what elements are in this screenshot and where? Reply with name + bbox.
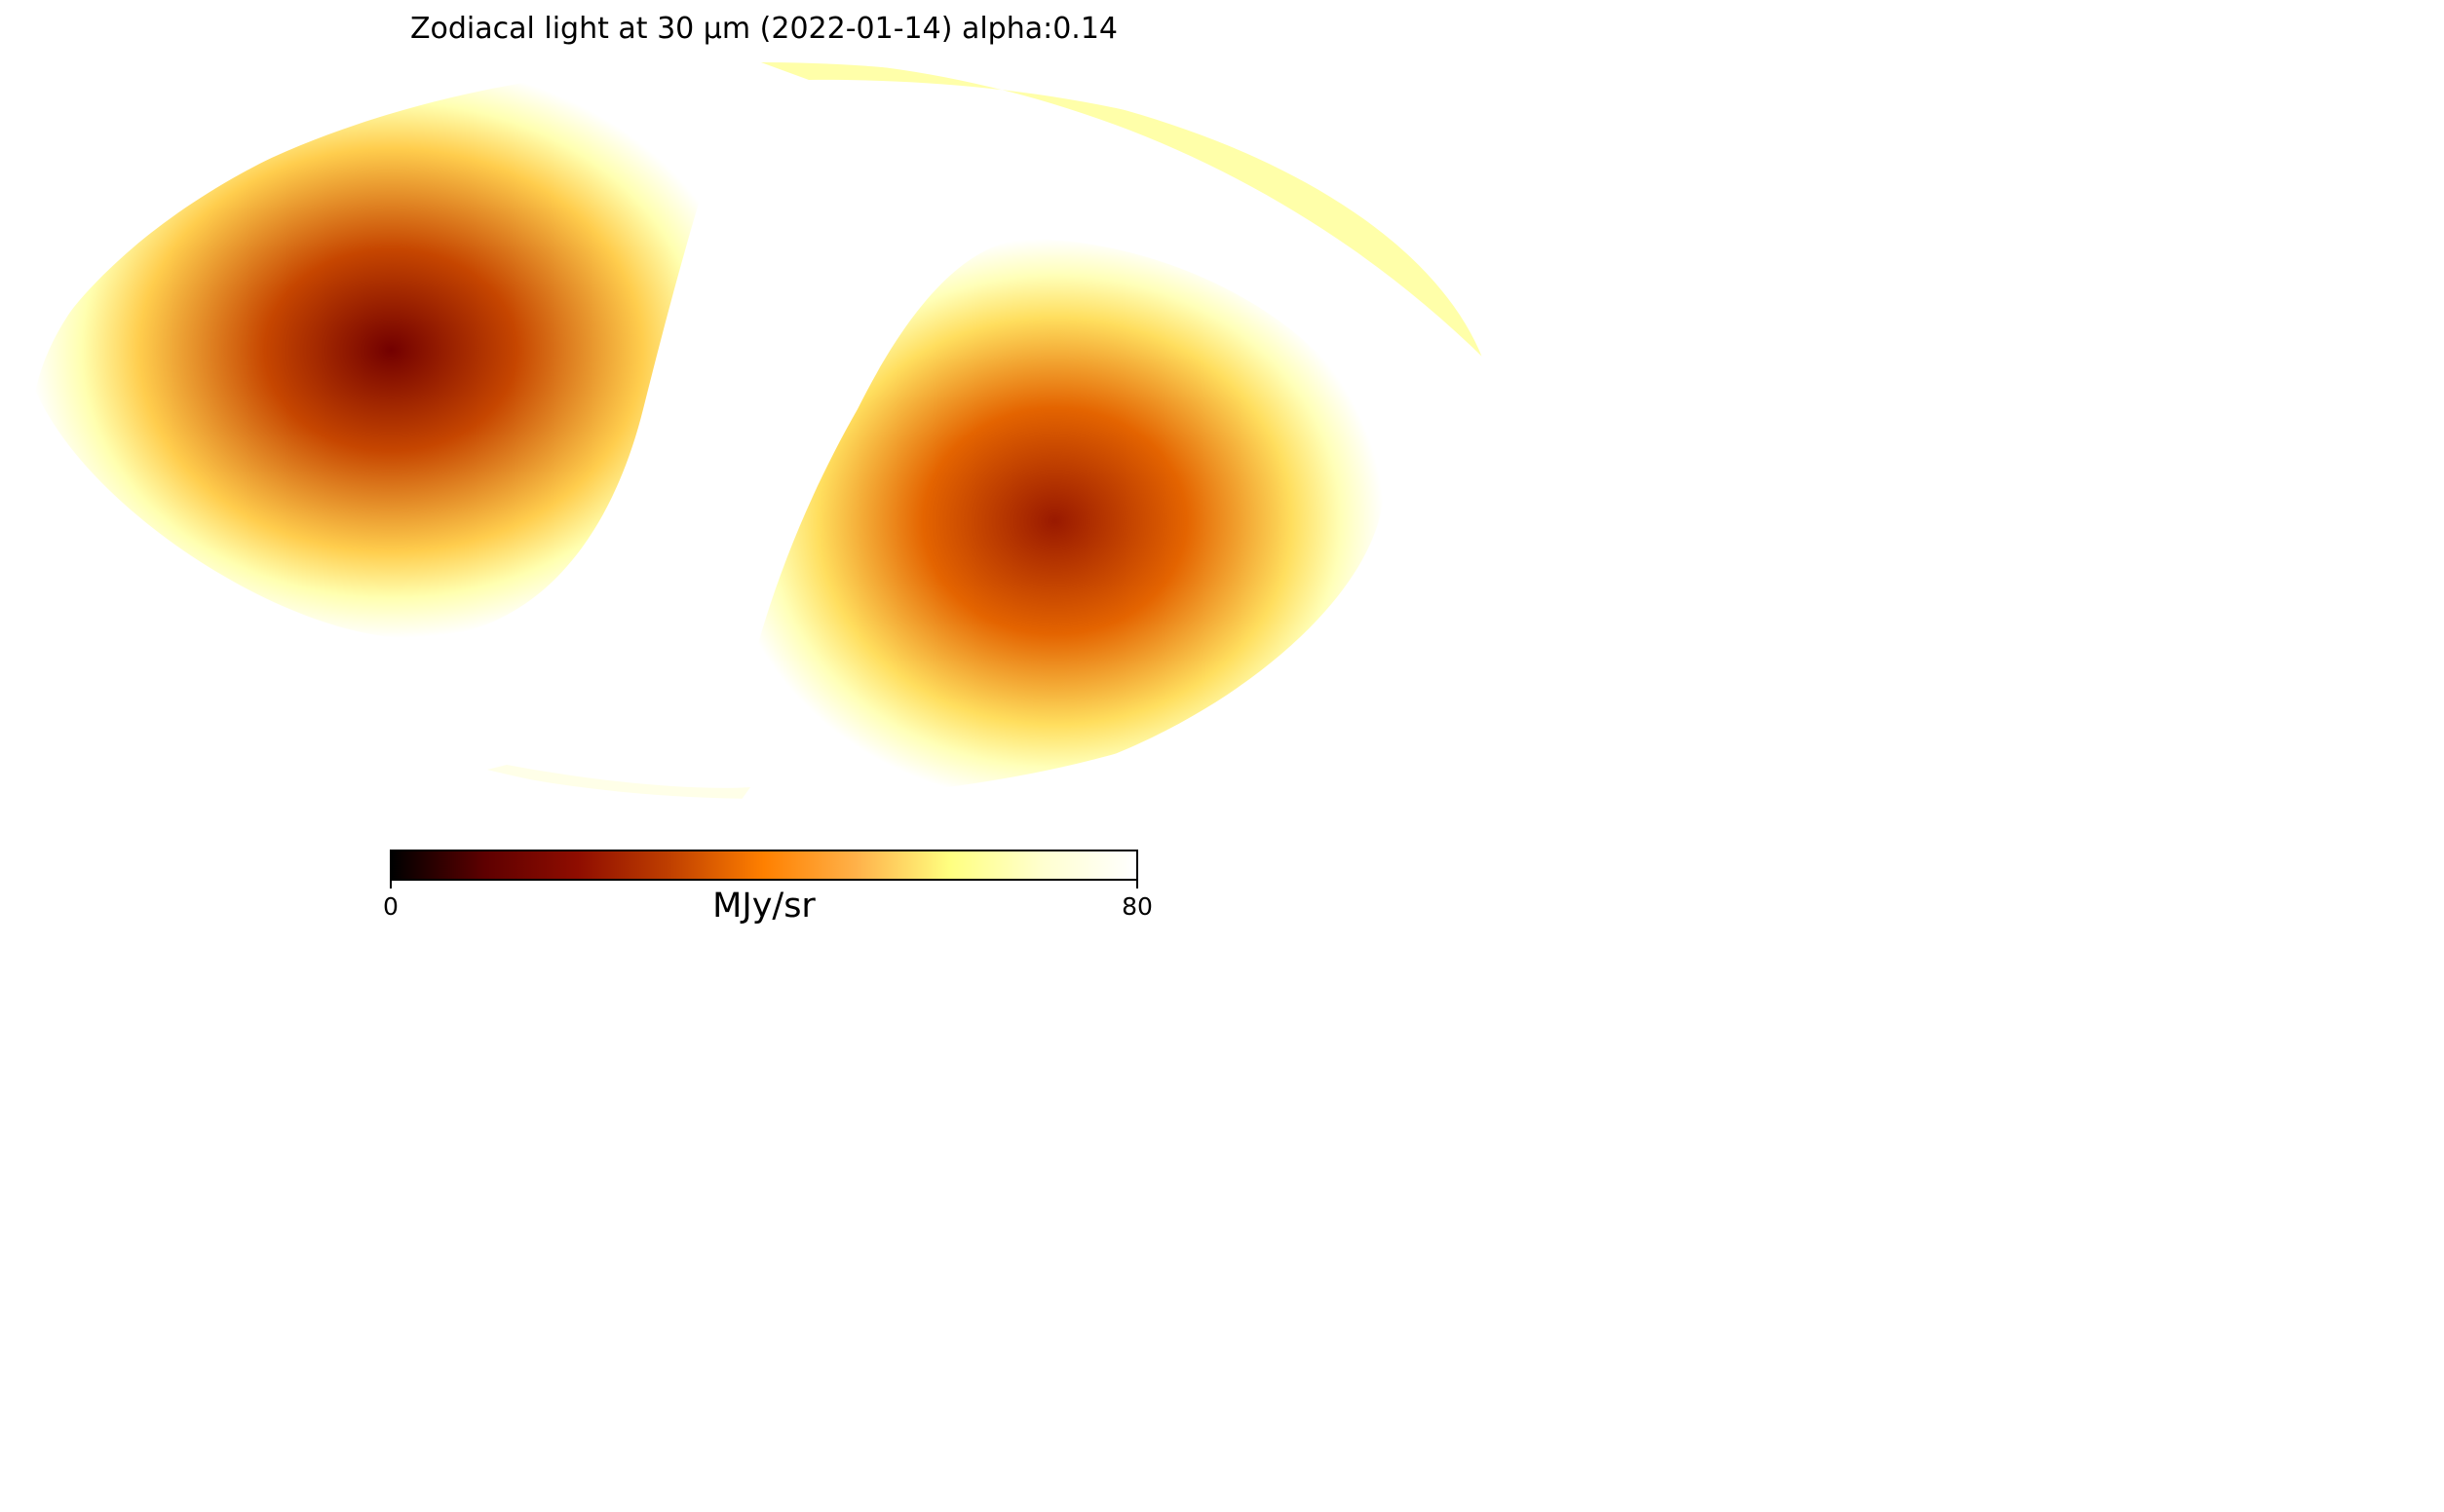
ecliptic-north-edge-glow — [750, 62, 1497, 375]
colorbar-tick-label-min: 0 — [383, 892, 399, 921]
northern-lobe — [31, 62, 750, 639]
figure: Zodiacal light at 30 µm (2022-01-14) alp… — [0, 0, 1528, 945]
mollweide-map — [31, 62, 1497, 799]
chart-title: Zodiacal light at 30 µm (2022-01-14) alp… — [409, 12, 1119, 46]
colorbar-gradient — [392, 851, 1136, 879]
colorbar — [390, 850, 1138, 881]
southern-lobe — [726, 239, 1384, 799]
colorbar-tick-min — [390, 881, 392, 888]
colorbar-tick-max — [1136, 881, 1138, 888]
ecliptic-south-edge-glow — [487, 765, 750, 799]
colorbar-tick-label-max: 80 — [1122, 892, 1153, 921]
colorbar-unit-label: MJy/sr — [712, 887, 816, 926]
